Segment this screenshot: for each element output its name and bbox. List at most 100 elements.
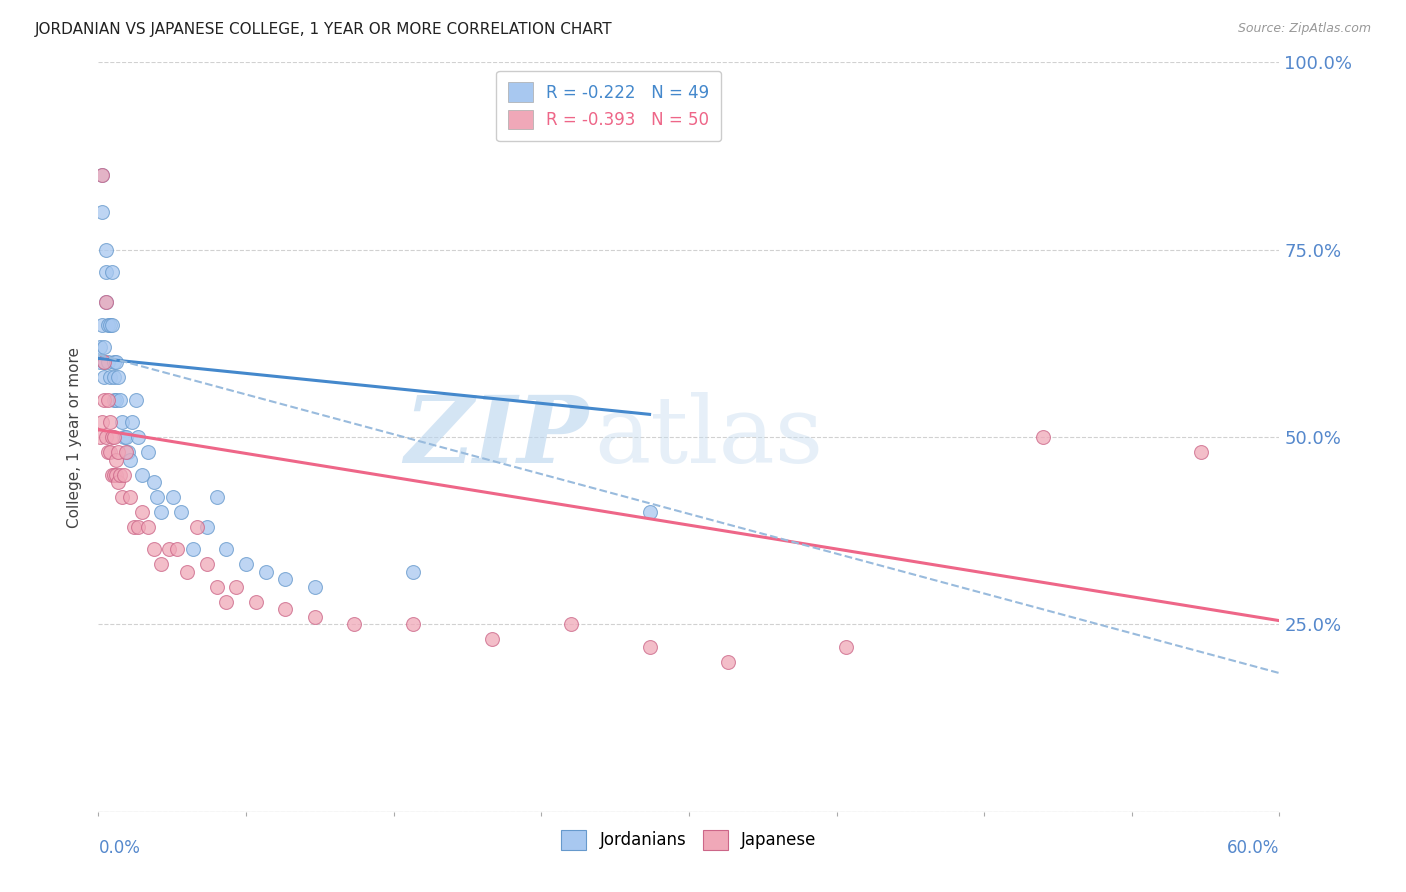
Point — [98, 370, 121, 384]
Point — [101, 318, 124, 332]
Point — [121, 415, 143, 429]
Point — [107, 445, 129, 459]
Point — [142, 542, 165, 557]
Point — [97, 318, 120, 332]
Point — [97, 445, 120, 459]
Point — [254, 565, 277, 579]
Point — [91, 318, 114, 332]
Point — [170, 505, 193, 519]
Point — [195, 520, 218, 534]
Point — [105, 355, 128, 369]
Point — [91, 415, 114, 429]
Point — [107, 475, 129, 489]
Point — [195, 558, 218, 572]
Point — [103, 355, 125, 369]
Point — [96, 243, 118, 257]
Point — [96, 265, 118, 279]
Point — [103, 370, 125, 384]
Point — [105, 392, 128, 407]
Text: JORDANIAN VS JAPANESE COLLEGE, 1 YEAR OR MORE CORRELATION CHART: JORDANIAN VS JAPANESE COLLEGE, 1 YEAR OR… — [35, 22, 613, 37]
Point — [205, 490, 228, 504]
Point — [127, 520, 149, 534]
Point — [89, 430, 111, 444]
Point — [93, 370, 115, 384]
Point — [91, 168, 114, 182]
Point — [115, 430, 138, 444]
Point — [118, 490, 141, 504]
Point — [215, 595, 238, 609]
Point — [103, 430, 125, 444]
Point — [105, 467, 128, 482]
Point — [274, 573, 297, 587]
Point — [166, 542, 188, 557]
Point — [162, 490, 184, 504]
Point — [98, 318, 121, 332]
Text: ZIP: ZIP — [405, 392, 589, 482]
Point — [93, 392, 115, 407]
Text: atlas: atlas — [595, 392, 824, 482]
Point — [91, 205, 114, 219]
Text: 0.0%: 0.0% — [98, 839, 141, 857]
Point — [150, 558, 173, 572]
Point — [304, 610, 326, 624]
Point — [96, 295, 118, 310]
Point — [560, 617, 582, 632]
Point — [638, 640, 661, 654]
Point — [97, 392, 120, 407]
Point — [108, 392, 131, 407]
Point — [112, 430, 135, 444]
Point — [274, 602, 297, 616]
Point — [96, 295, 118, 310]
Point — [117, 445, 139, 459]
Point — [108, 467, 131, 482]
Point — [97, 355, 120, 369]
Text: Source: ZipAtlas.com: Source: ZipAtlas.com — [1237, 22, 1371, 36]
Point — [638, 505, 661, 519]
Point — [111, 490, 134, 504]
Point — [225, 580, 247, 594]
Point — [157, 542, 180, 557]
Y-axis label: College, 1 year or more: College, 1 year or more — [67, 347, 83, 527]
Point — [150, 505, 173, 519]
Point — [131, 505, 153, 519]
Point — [112, 467, 135, 482]
Text: 60.0%: 60.0% — [1227, 839, 1279, 857]
Point — [176, 565, 198, 579]
Point — [186, 520, 208, 534]
Point — [215, 542, 238, 557]
Point — [111, 415, 134, 429]
Point — [122, 520, 145, 534]
Point — [93, 355, 115, 369]
Point — [181, 542, 204, 557]
Point — [93, 340, 115, 354]
Point — [717, 655, 740, 669]
Point — [1189, 445, 1212, 459]
Point — [89, 355, 111, 369]
Point — [343, 617, 366, 632]
Point — [93, 355, 115, 369]
Point — [205, 580, 228, 594]
Point — [98, 445, 121, 459]
Point — [481, 632, 503, 647]
Point — [1032, 430, 1054, 444]
Point — [142, 475, 165, 489]
Point — [304, 580, 326, 594]
Point — [402, 617, 425, 632]
Point — [98, 415, 121, 429]
Point — [101, 467, 124, 482]
Point — [115, 445, 138, 459]
Point — [131, 467, 153, 482]
Point — [105, 452, 128, 467]
Point — [245, 595, 267, 609]
Point — [146, 490, 169, 504]
Point — [125, 392, 148, 407]
Point — [107, 370, 129, 384]
Point — [101, 430, 124, 444]
Point — [96, 430, 118, 444]
Point — [127, 430, 149, 444]
Point — [91, 168, 114, 182]
Point — [101, 265, 124, 279]
Point — [136, 445, 159, 459]
Legend: Jordanians, Japanese: Jordanians, Japanese — [551, 821, 827, 860]
Point — [89, 340, 111, 354]
